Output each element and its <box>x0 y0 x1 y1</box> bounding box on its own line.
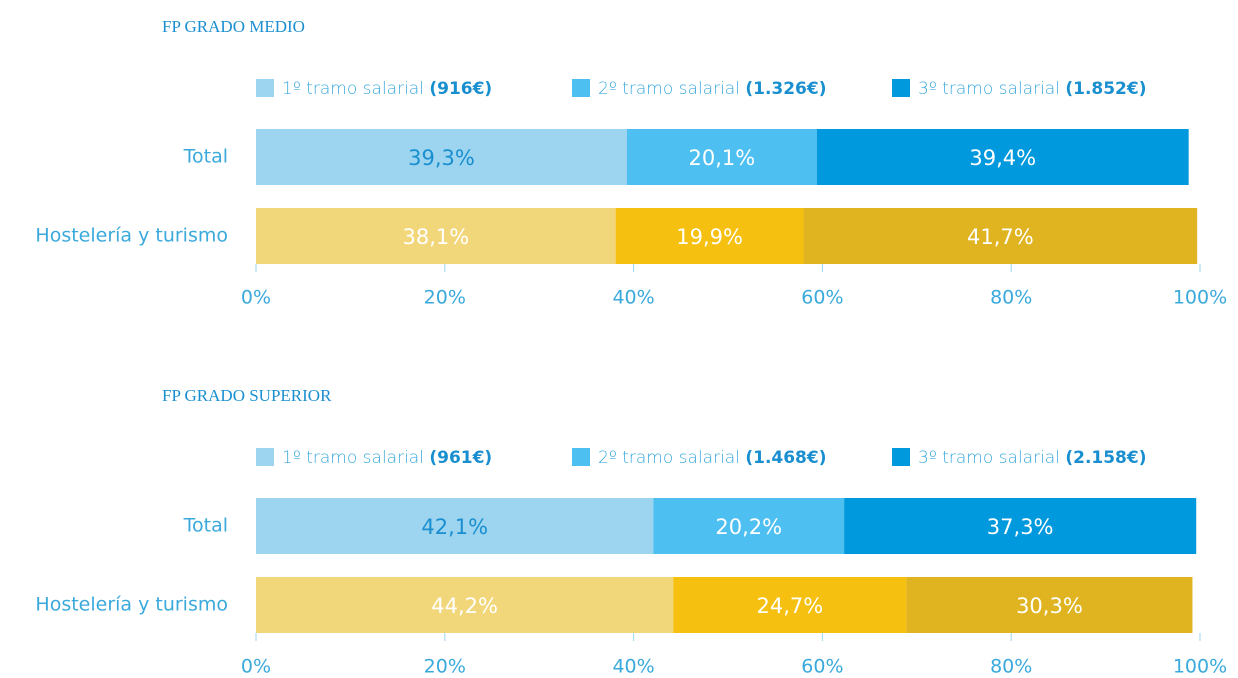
legend-label: 2º tramo salarial (1.326€) <box>598 79 826 99</box>
legend-swatch <box>892 448 910 466</box>
legend-swatch <box>256 79 274 97</box>
legend-name: 3º tramo salarial <box>918 79 1060 99</box>
legend-amount: (916€) <box>429 79 492 99</box>
x-tick-label: 0% <box>241 656 271 678</box>
value-label: 38,1% <box>402 225 469 249</box>
bar-segment <box>626 129 817 185</box>
x-tick-label: 80% <box>990 656 1032 678</box>
bar-segment <box>673 577 907 633</box>
legend-label: 3º tramo salarial (2.158€) <box>918 448 1146 468</box>
legend-name: 2º tramo salarial <box>598 448 740 468</box>
x-tick-label: 20% <box>424 287 466 309</box>
x-tick-label: 40% <box>612 287 654 309</box>
bar-segment <box>653 498 845 554</box>
x-tick-label: 60% <box>801 656 843 678</box>
category-label: Total <box>183 515 228 537</box>
bar-segment <box>256 129 627 185</box>
legend-label: 2º tramo salarial (1.468€) <box>598 448 826 468</box>
category-label: Hostelería y turismo <box>35 594 228 616</box>
bar-segment <box>816 129 1189 185</box>
legend-swatch <box>256 448 274 466</box>
value-label: 24,7% <box>756 594 823 618</box>
value-label: 42,1% <box>421 515 488 539</box>
legend-swatch <box>892 79 910 97</box>
value-label: 41,7% <box>967 225 1034 249</box>
legend-name: 2º tramo salarial <box>598 79 740 99</box>
category-label: Hostelería y turismo <box>35 225 228 247</box>
value-label: 39,3% <box>408 146 475 170</box>
legend-name: 3º tramo salarial <box>918 448 1060 468</box>
bar-segment <box>844 498 1197 554</box>
legend-swatch <box>572 79 590 97</box>
legend-amount: (2.158€) <box>1065 448 1146 468</box>
value-label: 19,9% <box>676 225 743 249</box>
x-tick-label: 60% <box>801 287 843 309</box>
legend-amount: (1.468€) <box>745 448 826 468</box>
x-tick-label: 20% <box>424 656 466 678</box>
legend-label: 1º tramo salarial (916€) <box>282 79 492 99</box>
x-tick-label: 80% <box>990 287 1032 309</box>
x-tick-label: 40% <box>612 656 654 678</box>
bar-segment <box>615 208 804 264</box>
bar-segment <box>256 498 654 554</box>
bar-segment <box>256 208 616 264</box>
bar-chart: FP GRADO SUPERIOR 1º tramo salarial (961€… <box>35 386 1227 678</box>
bar-segment <box>906 577 1193 633</box>
chart-title: FP GRADO MEDIO <box>162 17 305 36</box>
bar-chart: FP GRADO MEDIO 1º tramo salarial (916€) 2º… <box>35 17 1227 309</box>
legend-amount: (1.852€) <box>1065 79 1146 99</box>
bar-segment <box>803 208 1198 264</box>
x-tick-label: 100% <box>1173 656 1227 678</box>
legend-label: 3º tramo salarial (1.852€) <box>918 79 1146 99</box>
bar-segment <box>256 577 674 633</box>
x-tick-label: 0% <box>241 287 271 309</box>
value-label: 44,2% <box>431 594 498 618</box>
chart-title: FP GRADO SUPERIOR <box>162 386 332 405</box>
category-label: Total <box>183 146 228 168</box>
x-tick-label: 100% <box>1173 287 1227 309</box>
value-label: 37,3% <box>987 515 1054 539</box>
legend-swatch <box>572 448 590 466</box>
legend-name: 1º tramo salarial <box>282 448 424 468</box>
legend-label: 1º tramo salarial (961€) <box>282 448 492 468</box>
legend-amount: (1.326€) <box>745 79 826 99</box>
value-label: 20,2% <box>715 515 782 539</box>
value-label: 20,1% <box>689 146 756 170</box>
value-label: 30,3% <box>1016 594 1083 618</box>
legend-name: 1º tramo salarial <box>282 79 424 99</box>
value-label: 39,4% <box>969 146 1036 170</box>
legend-amount: (961€) <box>429 448 492 468</box>
